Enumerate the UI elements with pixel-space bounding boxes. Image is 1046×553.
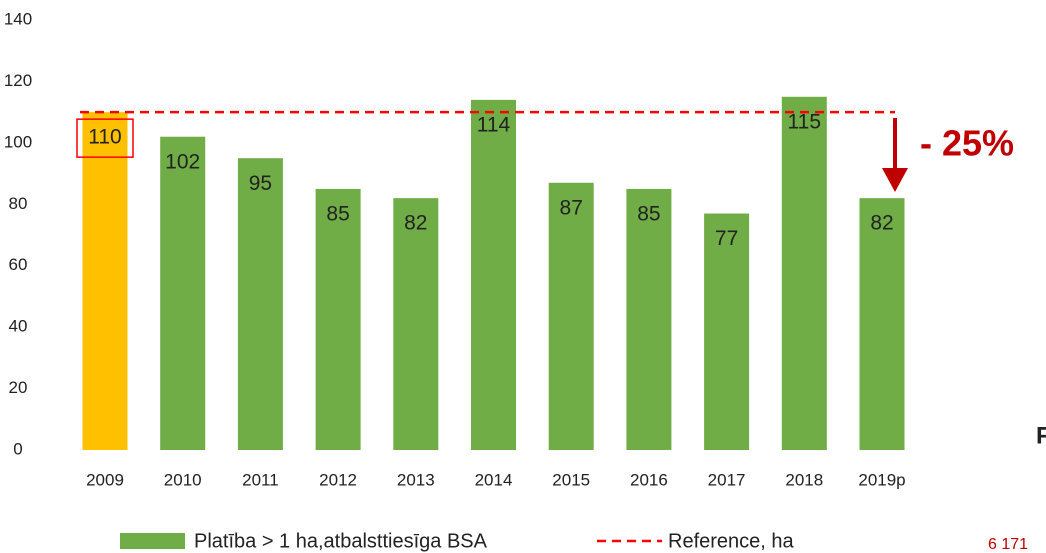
legend-label: Platība > 1 ha,atbalsttiesīga BSA <box>194 530 488 552</box>
x-tick-label: 2016 <box>630 470 668 489</box>
x-tick-label: 2011 <box>242 470 279 489</box>
x-tick-label: 2009 <box>86 470 124 489</box>
data-label: 115 <box>788 110 821 133</box>
bar <box>237 158 283 450</box>
legend-swatch <box>120 533 185 549</box>
bar <box>471 99 516 450</box>
data-label: 102 <box>165 150 200 173</box>
x-tick-label: 2019p <box>858 470 905 489</box>
bar <box>859 198 905 450</box>
data-label: 110 <box>88 126 121 149</box>
bar <box>626 188 672 450</box>
annotation: - 25% <box>920 123 1014 164</box>
annotation: 6 171 <box>988 536 1028 553</box>
data-label: 87 <box>560 196 583 219</box>
highlight-box <box>76 118 134 158</box>
y-tick-label: 40 <box>9 317 28 336</box>
data-label: 85 <box>326 202 349 225</box>
data-label: 77 <box>715 227 738 250</box>
annotation: F <box>1036 422 1046 449</box>
data-label: 82 <box>404 212 427 235</box>
legend-label: Reference, ha <box>668 530 795 552</box>
data-label: 95 <box>249 172 272 195</box>
data-label: 82 <box>870 212 893 235</box>
y-tick-label: 60 <box>9 255 28 274</box>
data-label: 114 <box>477 113 511 136</box>
bar <box>704 213 750 450</box>
x-tick-label: 2014 <box>475 470 513 489</box>
x-tick-label: 2017 <box>708 470 746 489</box>
y-tick-label: 140 <box>4 9 32 28</box>
bar <box>548 182 594 451</box>
y-tick-label: 120 <box>4 71 32 90</box>
x-tick-label: 2018 <box>785 470 823 489</box>
x-tick-label: 2015 <box>552 470 590 489</box>
y-tick-label: 80 <box>9 194 28 213</box>
y-tick-label: 0 <box>13 439 22 458</box>
y-tick-label: 100 <box>4 132 32 151</box>
arrow-head <box>882 168 908 192</box>
bar <box>315 188 361 450</box>
bar <box>393 198 439 450</box>
x-tick-label: 2010 <box>164 470 202 489</box>
data-label: 85 <box>637 202 660 225</box>
bar <box>82 112 128 451</box>
x-tick-label: 2012 <box>319 470 357 489</box>
x-tick-label: 2013 <box>397 470 435 489</box>
bar <box>781 96 827 451</box>
y-tick-label: 20 <box>9 378 28 397</box>
bar <box>160 136 206 450</box>
